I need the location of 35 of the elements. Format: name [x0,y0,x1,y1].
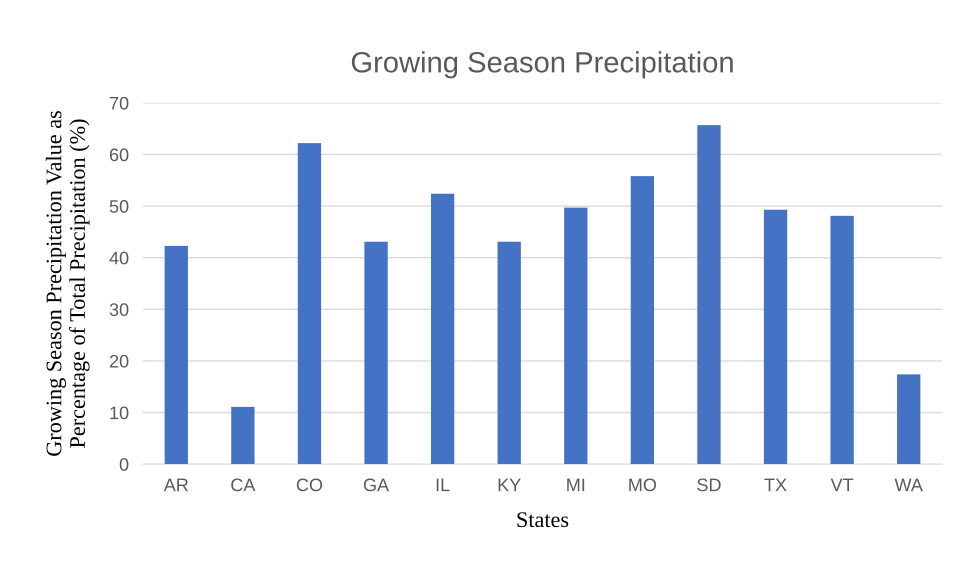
y-tick-label: 30 [110,303,128,316]
bar [630,176,654,464]
bar [164,246,188,464]
y-tick-label: 20 [110,354,128,368]
x-tick-label: TX [764,478,787,492]
y-tick-label: 50 [110,200,128,213]
chart-title: Growing Season Precipitation [352,51,733,78]
y-tick-label: 60 [110,148,128,162]
bar [298,143,322,464]
x-tick-label: IL [436,478,450,492]
x-tick-label: KY [498,478,521,492]
x-axis-title: States [517,512,568,528]
bar [764,210,788,464]
bar [430,194,454,464]
y-axis-title: Growing Season Precipitation Value as Percentage of Total Precipitation (%) [46,111,90,456]
x-tick-label: MO [629,478,656,492]
x-tick-label: AR [164,478,188,492]
bar [897,374,920,464]
x-tick-label: CA [231,478,256,492]
bar [564,208,588,464]
x-tick-label: GA [364,478,390,492]
bar [697,125,721,464]
x-tick-label: MI [567,478,584,492]
x-tick-label: WA [894,478,923,492]
bar [498,242,521,464]
y-tick-label: 0 [120,458,128,471]
x-tick-label: CO [296,478,322,492]
y-tick-label: 10 [110,406,128,420]
x-tick-label: VT [830,478,854,492]
x-tick-label: SD [697,478,721,492]
bar [364,242,388,464]
y-tick-label: 70 [110,96,128,110]
bar [830,216,854,464]
bar [231,406,255,464]
y-tick-label: 40 [109,252,128,264]
